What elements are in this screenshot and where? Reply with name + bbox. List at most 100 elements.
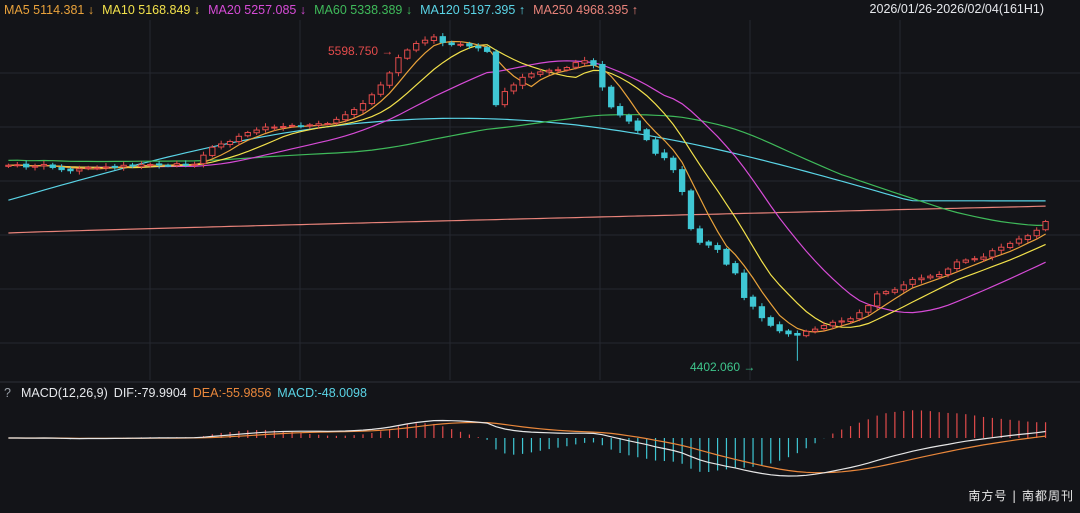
ma-header: MA5 5114.381 ↓ MA10 5168.849 ↓ MA20 5257… — [4, 2, 638, 18]
candle-body — [811, 328, 819, 332]
candle-body — [1024, 235, 1031, 241]
candle-body — [1015, 238, 1023, 244]
ma60-label: MA60 5338.389 ↓ — [314, 3, 413, 17]
candle-body — [865, 305, 872, 313]
ma120-line — [8, 117, 1046, 202]
candle-body — [85, 166, 92, 170]
watermark: 南方号 | 南都周刊 — [968, 489, 1074, 503]
candle-body — [413, 42, 420, 51]
candle-body — [572, 62, 579, 68]
candle-body — [288, 124, 296, 127]
candle-body — [643, 129, 650, 141]
dif-line — [8, 419, 1046, 477]
candle-body — [200, 154, 207, 165]
macd-header: ? MACD(12,26,9) DIF:-79.9904 DEA:-55.985… — [4, 386, 367, 400]
candle-body — [608, 86, 615, 108]
candle-body — [891, 289, 899, 293]
candle-body — [102, 166, 110, 169]
candle-body — [829, 321, 836, 327]
macd-dea: DEA:-55.9856 — [192, 386, 272, 400]
candle-body — [120, 164, 127, 168]
candle-body — [873, 293, 881, 307]
candle-body — [448, 42, 455, 46]
candle-body — [492, 51, 500, 106]
candle-body — [164, 164, 172, 167]
ma10-label: MA10 5168.849 ↓ — [102, 3, 201, 17]
candle-body — [661, 152, 668, 159]
candle-body — [501, 91, 508, 106]
candle-body — [554, 69, 562, 72]
ma10-line — [8, 44, 1046, 328]
candle-body — [696, 228, 704, 243]
macd-dif: DIF:-79.9904 — [113, 386, 187, 400]
candle-body — [49, 164, 56, 168]
candle-body — [741, 272, 748, 298]
ma20-label: MA20 5257.085 ↓ — [208, 3, 307, 17]
macd-value: MACD:-48.0098 — [277, 386, 367, 400]
candle-body — [749, 296, 757, 307]
ma5-label: MA5 5114.381 ↓ — [4, 3, 95, 17]
candle-body — [1006, 242, 1014, 248]
candle-body — [980, 256, 987, 260]
candle-body — [457, 43, 464, 46]
candle-body — [546, 69, 553, 73]
candle-body — [616, 106, 624, 116]
candle-body — [847, 318, 854, 322]
candle-body — [262, 126, 269, 131]
candle-body — [40, 163, 48, 167]
candle-body — [918, 277, 925, 281]
candle-body — [678, 169, 686, 192]
candle-body — [404, 49, 411, 59]
ma5-line — [8, 40, 1046, 333]
candle-body — [297, 125, 305, 128]
candle-body — [226, 141, 234, 146]
candle-body — [138, 164, 145, 168]
ma250-label: MA250 4968.395 ↑ — [533, 3, 639, 17]
candle-body — [147, 163, 154, 166]
candle-body — [1033, 229, 1040, 237]
min-price-label: 4402.060 → — [690, 360, 756, 374]
candle-body — [563, 67, 571, 71]
candle-body — [705, 241, 712, 246]
candle-body — [235, 135, 243, 143]
candle-body — [31, 165, 39, 168]
ma120-label: MA120 5197.395 ↑ — [420, 3, 526, 17]
candle-body — [271, 126, 278, 129]
candle-body — [466, 43, 473, 47]
candle-body — [93, 167, 101, 170]
candle-body — [634, 120, 641, 131]
ma60-line — [8, 114, 1046, 227]
candle-body — [359, 103, 367, 111]
max-price-label: 5598.750 → — [328, 44, 394, 58]
candle-body — [909, 278, 916, 285]
candle-body — [209, 146, 216, 156]
candle-body — [173, 163, 181, 166]
ma250-line — [8, 205, 1046, 234]
macd-params: MACD(12,26,9) — [20, 386, 108, 400]
candle-body — [989, 250, 996, 258]
date-range: 2026/01/26-2026/02/04(161H1) — [869, 2, 1044, 16]
candle-body — [368, 94, 376, 105]
candle-body — [528, 73, 535, 78]
candle-body — [838, 320, 845, 323]
candle-body — [776, 324, 783, 332]
candle-body — [395, 57, 402, 74]
candle-body — [625, 115, 633, 122]
candle-body — [758, 306, 766, 319]
candle-body — [962, 259, 969, 263]
candle-body — [519, 76, 526, 86]
candle-body — [67, 168, 74, 172]
candle-body — [803, 330, 810, 337]
candle-body — [475, 45, 482, 49]
candle-body — [953, 261, 961, 270]
candle-body — [670, 157, 677, 171]
candle-body — [218, 143, 225, 148]
candle-body — [944, 268, 952, 276]
candle-body — [280, 126, 287, 128]
candle-body — [155, 163, 163, 166]
help-icon[interactable]: ? — [4, 386, 11, 400]
candle-body — [882, 291, 890, 295]
candle-body — [767, 317, 774, 326]
